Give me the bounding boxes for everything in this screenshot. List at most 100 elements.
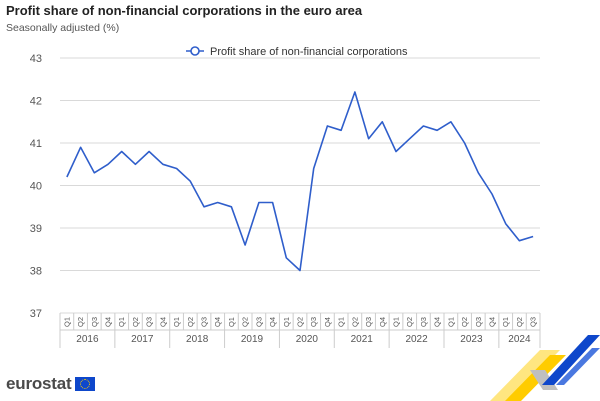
quarter-tick-label: Q4 — [158, 317, 167, 327]
data-point[interactable] — [188, 179, 193, 184]
data-point[interactable] — [174, 166, 179, 171]
quarter-tick-label: Q3 — [254, 317, 263, 327]
quarter-tick-label: Q4 — [323, 317, 332, 327]
chart-subtitle: Seasonally adjusted (%) — [6, 22, 120, 34]
quarter-tick-label: Q2 — [515, 317, 524, 327]
data-point[interactable] — [462, 141, 467, 146]
quarter-tick-label: Q3 — [419, 317, 428, 327]
quarter-tick-label: Q1 — [172, 317, 181, 327]
quarter-tick-label: Q2 — [350, 317, 359, 327]
data-point[interactable] — [256, 200, 261, 205]
data-point[interactable] — [517, 238, 522, 243]
data-point[interactable] — [503, 221, 508, 226]
y-tick-label: 41 — [30, 138, 42, 150]
data-point[interactable] — [380, 119, 385, 124]
chart-title: Profit share of non-financial corporatio… — [6, 3, 363, 18]
year-tick-label: 2020 — [296, 334, 319, 345]
quarter-tick-label: Q1 — [227, 317, 236, 327]
quarter-tick-label: Q1 — [282, 317, 291, 327]
quarter-tick-label: Q2 — [241, 317, 250, 327]
data-point[interactable] — [394, 149, 399, 154]
quarter-tick-label: Q3 — [364, 317, 373, 327]
quarter-tick-label: Q4 — [213, 317, 222, 327]
quarter-tick-label: Q2 — [131, 317, 140, 327]
y-tick-label: 43 — [30, 53, 42, 65]
quarter-tick-label: Q4 — [378, 317, 387, 327]
data-point[interactable] — [339, 128, 344, 133]
x-axis: Q1 Q2 Q3 Q4 Q1 Q2 Q3 Q4 Q1 Q2 Q3 Q4 Q1 Q2 Q3 Q4 Q1 Q2 Q3 Q4… — [59, 313, 541, 348]
quarter-tick-label: Q2 — [460, 317, 469, 327]
quarter-tick-label: Q1 — [392, 317, 401, 327]
year-tick-label: 2019 — [241, 334, 264, 345]
year-tick-label: 2021 — [351, 334, 374, 345]
quarter-tick-label: Q4 — [488, 317, 497, 327]
quarter-tick-label: Q3 — [200, 317, 209, 327]
data-point[interactable] — [421, 124, 426, 129]
y-tick-label: 39 — [30, 223, 42, 235]
data-point[interactable] — [476, 170, 481, 175]
data-point[interactable] — [215, 200, 220, 205]
quarter-tick-label: Q3 — [529, 317, 538, 327]
data-point[interactable] — [243, 243, 248, 248]
quarter-tick-label: Q1 — [62, 317, 71, 327]
data-point[interactable] — [147, 149, 152, 154]
legend-marker-icon — [190, 46, 200, 56]
year-tick-label: 2018 — [186, 334, 209, 345]
data-point[interactable] — [229, 204, 234, 209]
y-tick-label: 37 — [30, 308, 42, 320]
year-tick-label: 2024 — [508, 334, 531, 345]
data-point[interactable] — [284, 255, 289, 260]
data-point[interactable] — [202, 204, 207, 209]
series-line — [66, 91, 534, 272]
quarter-tick-label: Q2 — [76, 317, 85, 327]
y-tick-label: 40 — [30, 181, 42, 193]
y-tick-label: 38 — [30, 266, 42, 278]
data-point[interactable] — [435, 128, 440, 133]
logo-text: eurostat — [6, 374, 72, 393]
y-tick-label: 42 — [30, 96, 42, 108]
data-point[interactable] — [78, 145, 83, 150]
series-layer — [64, 90, 536, 273]
quarter-tick-label: Q3 — [90, 317, 99, 327]
data-point[interactable] — [490, 192, 495, 197]
quarter-tick-label: Q4 — [268, 317, 277, 327]
data-point[interactable] — [448, 119, 453, 124]
quarter-tick-label: Q1 — [337, 317, 346, 327]
quarter-tick-label: Q2 — [186, 317, 195, 327]
y-axis-ticks: 37 38 39 40 41 42 43 — [30, 53, 42, 320]
legend[interactable]: Profit share of non-financial corporatio… — [186, 46, 408, 58]
quarter-tick-label: Q4 — [104, 317, 113, 327]
data-point[interactable] — [298, 268, 303, 273]
data-point[interactable] — [531, 234, 536, 239]
gridlines — [60, 57, 540, 314]
data-point[interactable] — [133, 162, 138, 167]
year-tick-label: 2016 — [76, 334, 99, 345]
data-point[interactable] — [407, 136, 412, 141]
data-point[interactable] — [119, 149, 124, 154]
quarter-tick-label: Q2 — [405, 317, 414, 327]
quarter-tick-label: Q3 — [145, 317, 154, 327]
quarter-tick-label: Q3 — [474, 317, 483, 327]
eurostat-brand-mark-icon — [490, 335, 600, 401]
quarter-tick-label: Q2 — [296, 317, 305, 327]
year-tick-label: 2022 — [405, 334, 428, 345]
data-point[interactable] — [64, 175, 69, 180]
data-point[interactable] — [311, 166, 316, 171]
year-tick-label: 2023 — [460, 334, 483, 345]
data-point[interactable] — [106, 162, 111, 167]
quarter-tick-label: Q1 — [117, 317, 126, 327]
data-point[interactable] — [92, 170, 97, 175]
data-point[interactable] — [160, 162, 165, 167]
data-point[interactable] — [270, 200, 275, 205]
data-point[interactable] — [366, 136, 371, 141]
legend-label: Profit share of non-financial corporatio… — [210, 46, 408, 58]
quarter-tick-label: Q4 — [433, 317, 442, 327]
quarter-tick-label: Q1 — [446, 317, 455, 327]
data-point[interactable] — [352, 90, 357, 95]
year-tick-label: 2017 — [131, 334, 154, 345]
quarter-tick-label: Q3 — [309, 317, 318, 327]
data-point[interactable] — [325, 124, 330, 129]
eurostat-logo: eurostat — [6, 374, 96, 394]
quarter-tick-label: Q1 — [501, 317, 510, 327]
